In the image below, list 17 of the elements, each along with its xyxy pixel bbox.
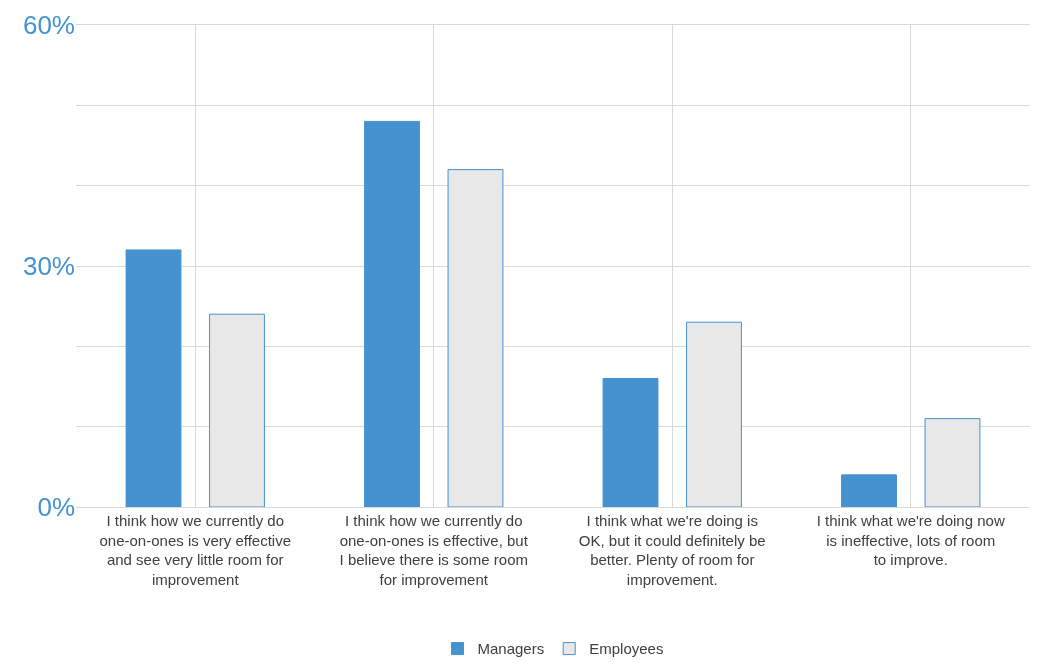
y-tick-label: 0% [37,492,75,523]
x-tick-label: I think how we currently do one-on-ones is effective, but I believe there is some room for improvement [339,512,529,588]
legend-label: Employees [589,640,664,658]
bar [209,313,265,507]
bar [924,418,981,507]
legend-label: Managers [477,640,545,658]
bar [447,169,504,507]
y-tick-label: 30% [22,251,75,282]
y-tick-label: 60% [22,10,75,41]
bar [125,249,182,507]
x-tick-label: I think what we're doing is OK, but it could definitely be better. Plenty of room for improvement. [578,512,766,588]
bar [602,377,659,507]
x-tick-label: I think what we're doing now is ineffective, lots of room to improve. [816,512,1005,568]
bar [364,120,420,507]
x-tick-label: I think how we currently do one-on-ones is very effective and see very little room for improvement [99,512,291,588]
bar [841,474,897,507]
bar [686,321,742,507]
